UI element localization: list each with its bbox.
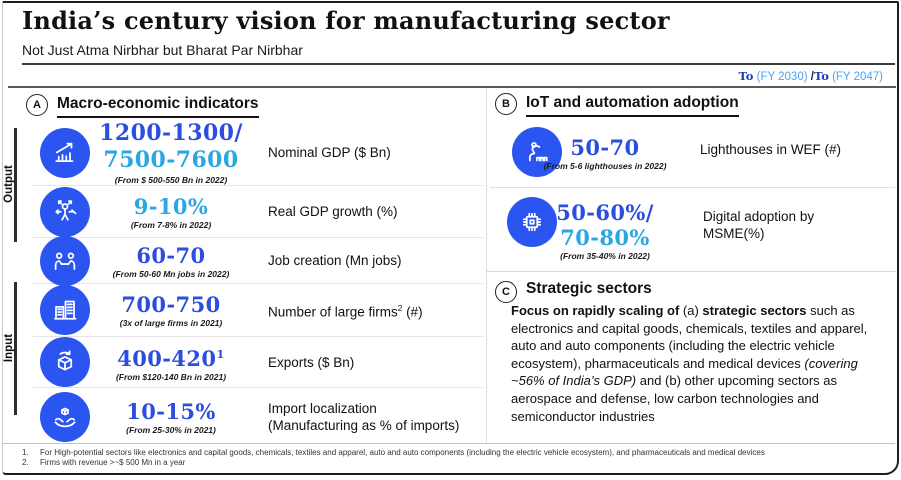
- input-bracket: [14, 282, 17, 415]
- metric-value: 60-70: [136, 242, 206, 268]
- metric-label: Number of large firms2 (#): [268, 303, 423, 320]
- page-title: India’s century vision for manufacturing…: [22, 6, 670, 35]
- metric-baseline: (From 35-40% in 2022): [560, 251, 650, 261]
- section-b-badge: B: [495, 93, 517, 115]
- strategic-sectors-text: Focus on rapidly scaling of (a) strategi…: [511, 303, 868, 424]
- macro-row-import-localization: 10-15% (From 25-30% in 2021) Import loca…: [33, 388, 483, 445]
- metric-label: Exports ($ Bn): [268, 354, 355, 370]
- metric-value-block: 1200-1300/ 7500-7600 (From $ 500-550 Bn …: [90, 120, 252, 185]
- footnote-number: 2.: [22, 458, 29, 467]
- export-box-icon: [40, 337, 90, 387]
- person-arrows-icon: [40, 186, 90, 237]
- metric-baseline: (From 5-6 lighthouses in 2022): [543, 161, 667, 171]
- output-bracket: [14, 128, 17, 242]
- macro-row-large-firms: 700-750 (3x of large firms in 2021) Numb…: [33, 284, 483, 337]
- robot-arm-icon: [512, 127, 562, 177]
- macro-row-job-creation: 60-70 (From 50-60 Mn jobs in 2022) Job c…: [33, 235, 483, 286]
- hands-box-icon: [40, 391, 90, 442]
- metric-value: 50-70: [570, 135, 640, 160]
- metric-baseline: (From 25-30% in 2021): [126, 424, 216, 435]
- macro-row-exports: 400-4201 (From $120-140 Bn in 2021) Expo…: [33, 337, 483, 388]
- timeline-fy-2030: (FY 2030): [753, 71, 811, 83]
- people-meeting-icon: [40, 235, 90, 286]
- metric-value-block: 700-750 (3x of large firms in 2021): [90, 292, 252, 328]
- header-rule: [8, 86, 896, 88]
- footnote-2: 2. Firms with revenue >~$ 500 Mn in a yea…: [22, 458, 185, 467]
- metric-value-2: 70-80%: [560, 225, 650, 250]
- section-a-badge: A: [26, 94, 48, 116]
- timeline-to-1: To: [738, 69, 754, 83]
- metric-label: Nominal GDP ($ Bn): [268, 145, 391, 160]
- macro-row-real-gdp: 9-10% (From 7-8% in 2022) Real GDP growt…: [33, 186, 483, 238]
- metric-label: Import localization (Manufacturing as % o…: [268, 400, 460, 433]
- metric-value-block: 60-70 (From 50-60 Mn jobs in 2022): [90, 243, 252, 279]
- section-c-title: Strategic sectors: [526, 280, 652, 297]
- timeline-to-2: To: [813, 69, 829, 83]
- metric-value-block: 400-4201 (From $120-140 Bn in 2021): [90, 342, 252, 382]
- timeline-note: To (FY 2030) /To (FY 2047): [739, 69, 884, 83]
- section-c-badge: C: [495, 281, 517, 303]
- metric-label: Digital adoption by MSME(%): [703, 209, 815, 241]
- output-group-label: Output: [3, 165, 15, 203]
- metric-value-block: 10-15% (From 25-30% in 2021): [90, 399, 252, 435]
- subtitle-rule: [22, 63, 895, 65]
- metric-value: 1200-1300/: [99, 120, 243, 146]
- metric-baseline: (From $ 500-550 Bn in 2022): [114, 175, 228, 185]
- section-c-divider: [486, 271, 896, 272]
- metric-baseline: (From 50-60 Mn jobs in 2022): [112, 268, 230, 279]
- iot-metric-value-block: 50-70 (From 5-6 lighthouses in 2022): [535, 135, 675, 171]
- footnote-number: 1.: [22, 448, 29, 457]
- footnote-text: Firms with revenue >~$ 500 Mn in a year: [40, 458, 186, 467]
- metric-label: Job creation (Mn jobs): [268, 253, 402, 268]
- footnote-text: For High-potential sectors like electron…: [40, 448, 765, 457]
- iot-row-divider: [490, 187, 895, 188]
- metric-value-2: 7500-7600: [103, 147, 239, 173]
- metric-value: 10-15%: [126, 398, 216, 424]
- metric-baseline: (From $120-140 Bn in 2021): [115, 372, 227, 382]
- metric-label: Lighthouses in WEF (#): [700, 142, 842, 157]
- macro-row-nominal-gdp: 1200-1300/ 7500-7600 (From $ 500-550 Bn …: [33, 120, 483, 186]
- metric-label: Real GDP growth (%): [268, 204, 398, 219]
- panel-divider: [486, 88, 487, 444]
- buildings-icon: [40, 285, 90, 335]
- section-a-title: Macro-economic indicators: [57, 95, 259, 118]
- metric-value: 700-750: [121, 292, 221, 317]
- chip-icon: [507, 197, 557, 247]
- metric-baseline: (From 7-8% in 2022): [130, 219, 212, 230]
- metric-value: 9-10%: [133, 193, 209, 219]
- metric-value: 400-4201: [117, 346, 225, 371]
- page-subtitle: Not Just Atma Nirbhar but Bharat Par Nir…: [22, 42, 303, 58]
- timeline-fy-2047: (FY 2047): [828, 71, 883, 83]
- growth-chart-icon: [40, 127, 90, 178]
- metric-value: 50-60%/: [556, 200, 654, 225]
- iot-metric-value-block: 50-60%/ 70-80% (From 35-40% in 2022): [535, 200, 675, 261]
- footnote-rule: [3, 443, 895, 444]
- timeline-slash: /: [810, 71, 814, 83]
- section-b-title: IoT and automation adoption: [526, 94, 739, 117]
- macro-indicator-list: 1200-1300/ 7500-7600 (From $ 500-550 Bn …: [33, 120, 483, 445]
- metric-baseline: (3x of large firms in 2021): [119, 318, 223, 328]
- metric-value-block: 9-10% (From 7-8% in 2022): [90, 194, 252, 230]
- input-group-label: Input: [3, 333, 15, 363]
- footnote-1: 1. For High-potential sectors like electr…: [22, 448, 765, 457]
